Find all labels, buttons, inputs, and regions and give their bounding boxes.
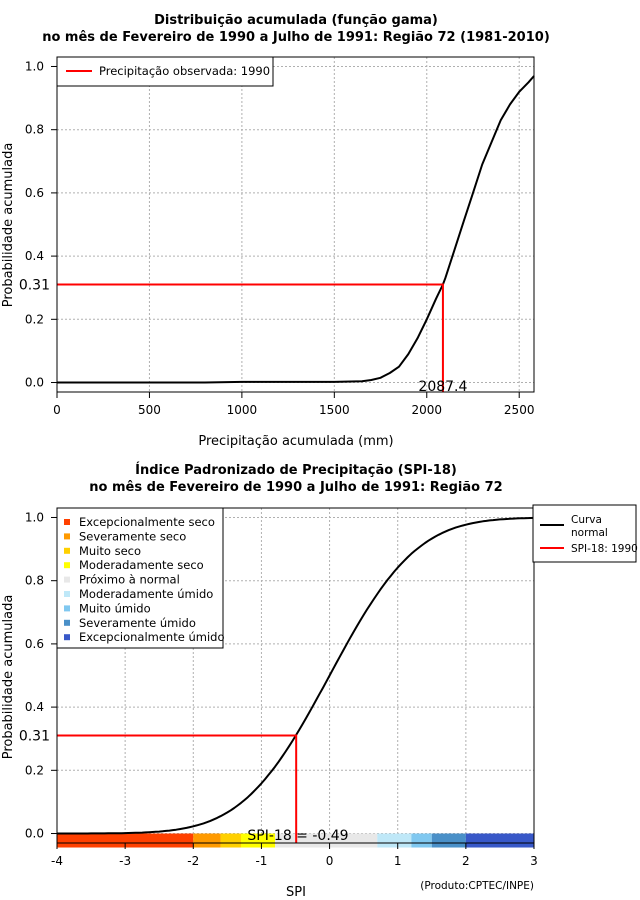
bot-x-tick-label-7: 3 — [530, 854, 538, 868]
category-legend-box — [56, 507, 224, 649]
top-observed-line — [57, 283, 444, 392]
bot-x-tick-label-5: 1 — [394, 854, 402, 868]
bot-y-tick-label-4: 0.8 — [25, 574, 44, 588]
category-legend-swatch-3 — [64, 562, 70, 569]
bot-y-tick-label-5: 1.0 — [25, 510, 44, 524]
top-x-tick-label-4: 2000 — [411, 403, 442, 417]
spi-band-5 — [377, 833, 412, 848]
bottom-title-line1: Índice Padronizado de Precipitação (SPI-… — [135, 462, 457, 478]
series-legend-label-spi: SPI-18: 1990 — [571, 543, 638, 555]
top-x-axis-label: Precipitação acumulada (mm) — [198, 434, 393, 449]
bottom-chart: Índice Padronizado de Precipitação (SPI-… — [1, 462, 638, 900]
series-legend-label-normal-1: Curva — [571, 514, 602, 526]
top-plot-frame — [56, 56, 535, 393]
top-x-tick-label-1: 500 — [138, 403, 161, 417]
top-y-tick-label-5: 1.0 — [25, 59, 44, 73]
bottom-plot-frame — [56, 507, 535, 844]
bot-y-tick-label-2: 0.4 — [25, 700, 44, 714]
category-legend-label-6: Muito úmido — [79, 601, 151, 615]
top-title-line1: Distribuição acumulada (função gama) — [154, 13, 438, 28]
top-y-tick-label-0: 0.0 — [25, 376, 44, 390]
series-legend-label-normal-2: normal — [571, 527, 608, 539]
bottom-title-line2: no mês de Fevereiro de 1990 a Julho de 1… — [89, 480, 502, 495]
product-credit: (Produto:CPTEC/INPE) — [420, 880, 534, 892]
bot-x-tick-label-6: 2 — [462, 854, 470, 868]
top-y-tick-label-4: 0.8 — [25, 123, 44, 137]
top-observed-y-label: 0.31 — [19, 278, 50, 294]
category-legend-swatch-8 — [64, 634, 70, 641]
category-legend-label-1: Severamente seco — [79, 529, 186, 543]
top-y-ticks: 0.0 0.2 0.4 0.6 0.8 1.0 — [25, 59, 57, 390]
bottom-observed: 0.31 — [19, 729, 298, 843]
series-legend-box — [532, 504, 637, 563]
bottom-y-axis-label: Probabilidade acumulada — [1, 595, 16, 760]
top-series — [57, 75, 535, 384]
bot-x-tick-label-2: -2 — [187, 854, 199, 868]
spi-band-4 — [275, 833, 378, 848]
top-x-tick-label-0: 0 — [53, 403, 61, 417]
category-legend-label-0: Excepcionalmente seco — [79, 515, 215, 529]
spi-annotation: SPI-18 = -0.49 — [247, 828, 348, 844]
category-legend-swatch-7 — [64, 619, 70, 626]
category-legend-label-4: Próximo à normal — [79, 573, 180, 587]
category-legend-label-3: Moderadamente seco — [79, 558, 204, 572]
bot-x-tick-label-1: -3 — [119, 854, 131, 868]
spi-band-8 — [465, 833, 534, 848]
bottom-legend-series: Curva normal SPI-18: 1990 — [532, 504, 638, 563]
category-legend-swatch-2 — [64, 547, 70, 554]
category-legend-swatch-0 — [64, 519, 70, 525]
category-legend-swatch-5 — [64, 591, 70, 597]
spi-band-0 — [57, 833, 194, 848]
category-legend-swatch-4 — [64, 576, 70, 583]
category-legend-swatch-1 — [64, 533, 70, 540]
category-legend-label-5: Moderadamente úmido — [79, 587, 213, 601]
top-observed: 0.31 2087.4 — [19, 278, 468, 395]
top-legend-box — [56, 56, 274, 87]
bottom-x-ticks: -4 -3 -2 -1 0 1 2 3 — [51, 843, 538, 868]
spi-band-1 — [193, 833, 221, 848]
bottom-x-axis-label: SPI — [286, 885, 306, 900]
top-x-tick-label-2: 1000 — [227, 403, 258, 417]
category-legend-label-7: Severamente úmido — [79, 616, 196, 630]
spi-band-7 — [431, 833, 466, 848]
top-chart: Distribuição acumulada (função gama) no … — [1, 13, 550, 449]
top-x-tick-label-3: 1500 — [319, 403, 350, 417]
spi-band-3 — [240, 833, 276, 848]
top-legend-label: Precipitação observada: 1990 — [99, 64, 270, 78]
top-x-ticks: 0 500 1000 1500 2000 2500 — [53, 392, 534, 417]
spi-band-6 — [411, 833, 432, 848]
bottom-observed-line — [57, 734, 298, 843]
top-grid — [56, 57, 534, 392]
spi-band-2 — [220, 833, 241, 848]
top-title-line2: no mês de Fevereiro de 1990 a Julho de 1… — [42, 30, 550, 45]
top-observed-x-label: 2087.4 — [418, 379, 467, 395]
category-legend-label-2: Muito seco — [79, 544, 141, 558]
top-x-tick-label-5: 2500 — [504, 403, 535, 417]
bot-x-tick-label-4: 0 — [326, 854, 334, 868]
bottom-y-ticks: 0.0 0.2 0.4 0.6 0.8 1.0 — [25, 510, 57, 841]
bottom-observed-y-label: 0.31 — [19, 729, 50, 745]
top-series-line-0 — [57, 75, 535, 384]
top-y-tick-label-1: 0.2 — [25, 312, 44, 326]
bot-y-tick-label-1: 0.2 — [25, 763, 44, 777]
bot-x-tick-label-3: -1 — [255, 854, 267, 868]
top-y-tick-label-2: 0.4 — [25, 249, 44, 263]
bot-y-tick-label-0: 0.0 — [25, 827, 44, 841]
category-legend-label-8: Excepcionalmente úmido — [79, 630, 224, 644]
top-y-axis-label: Probabilidade acumulada — [1, 143, 16, 308]
bot-y-tick-label-3: 0.6 — [25, 637, 44, 651]
top-y-tick-label-3: 0.6 — [25, 186, 44, 200]
bot-x-tick-label-0: -4 — [51, 854, 63, 868]
bottom-bands — [57, 833, 534, 848]
top-legend: Precipitação observada: 1990 — [56, 56, 274, 87]
category-legend-swatch-6 — [64, 605, 70, 612]
